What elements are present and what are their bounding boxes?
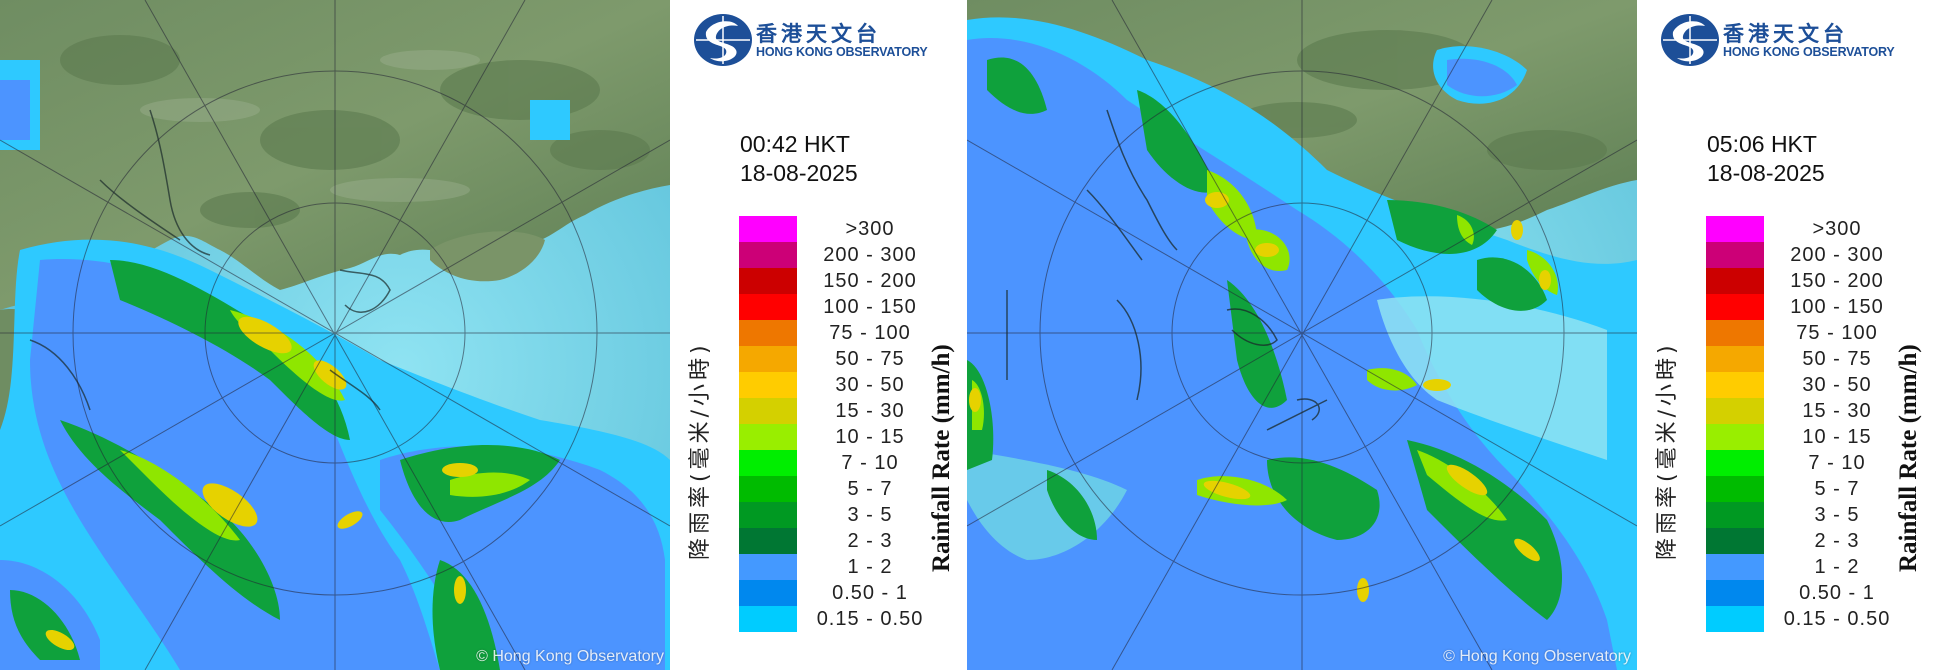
legend-swatch [1706,554,1764,580]
legend-swatch [1706,476,1764,502]
legend-title-zh: 降雨率(毫米/小時) [688,341,713,560]
date-label: 18-08-2025 [1707,160,1825,186]
legend-title-en: Rainfall Rate (mm/h) [1895,344,1922,572]
legend-swatch [1706,580,1764,606]
legend-swatch [739,606,797,632]
legend-swatch [1706,294,1764,320]
legend-swatch [1706,268,1764,294]
legend-swatch [1706,216,1764,242]
legend-swatch [739,398,797,424]
legend-label: >300 [845,218,895,240]
date-label: 18-08-2025 [740,160,858,186]
legend-label: 3 - 5 [1814,504,1860,526]
legend-swatch [739,528,797,554]
timestamp: 05:06 HKT 18-08-2025 [1707,130,1825,188]
legend-label: 15 - 30 [1802,400,1872,422]
legend-swatch [739,268,797,294]
hko-emblem-icon [694,14,752,66]
legend-label: 1 - 2 [847,556,893,578]
legend-label: 0.15 - 0.50 [1783,608,1891,630]
org-name-en: HONG KONG OBSERVATORY [756,45,928,59]
legend-label: 75 - 100 [829,322,911,344]
legend-swatch [739,424,797,450]
legend-label: 100 - 150 [823,296,917,318]
legend-swatch [739,554,797,580]
radar-map-1[interactable]: © Hong Kong Observatory [0,0,670,670]
legend-label: >300 [1812,218,1862,240]
time-label: 00:42 HKT [740,131,850,157]
legend-label: 7 - 10 [1808,452,1866,474]
legend-label: 200 - 300 [823,244,917,266]
legend-label: 10 - 15 [835,426,905,448]
legend-swatch [739,320,797,346]
org-name-en: HONG KONG OBSERVATORY [1723,45,1895,59]
legend-label: 50 - 75 [1802,348,1872,370]
copyright-text: © Hong Kong Observatory [476,648,664,665]
legend-label: 5 - 7 [847,478,893,500]
legend-panel-2: 香港天文台 HONG KONG OBSERVATORY 05:06 HKT 18… [1637,0,1933,670]
legend-label: 30 - 50 [835,374,905,396]
time-label: 05:06 HKT [1707,131,1817,157]
legend-label: 75 - 100 [1796,322,1878,344]
legend-labels: >300 200 - 300 150 - 200 100 - 150 75 - … [1767,216,1907,632]
legend-label: 1 - 2 [1814,556,1860,578]
legend-swatch [739,346,797,372]
legend-swatch [739,372,797,398]
legend-label: 5 - 7 [1814,478,1860,500]
legend-labels: >300 200 - 300 150 - 200 100 - 150 75 - … [800,216,940,632]
legend-label: 3 - 5 [847,504,893,526]
radar-image [0,0,670,670]
legend-label: 100 - 150 [1790,296,1884,318]
legend-swatch [739,216,797,242]
radar-image [967,0,1637,670]
legend-swatch [739,294,797,320]
legend-label: 7 - 10 [841,452,899,474]
color-scale-bar [739,216,797,632]
legend-swatch [1706,606,1764,632]
legend-swatch [739,450,797,476]
legend-swatch [739,242,797,268]
legend-label: 50 - 75 [835,348,905,370]
legend-swatch [1706,242,1764,268]
radar-map-2[interactable]: © Hong Kong Observatory [967,0,1637,670]
hko-logo: 香港天文台 HONG KONG OBSERVATORY [1659,12,1929,68]
legend-swatch [1706,528,1764,554]
legend-label: 0.50 - 1 [832,582,908,604]
legend-swatch [1706,502,1764,528]
legend-label: 150 - 200 [823,270,917,292]
legend-title-en: Rainfall Rate (mm/h) [928,344,955,572]
hko-emblem-icon [1661,14,1719,66]
legend-label: 0.50 - 1 [1799,582,1875,604]
legend-label: 30 - 50 [1802,374,1872,396]
legend-swatch [739,502,797,528]
org-name-zh: 香港天文台 [756,22,881,46]
legend-swatch [1706,424,1764,450]
timestamp: 00:42 HKT 18-08-2025 [740,130,858,188]
legend-title-zh: 降雨率(毫米/小時) [1655,341,1680,560]
color-scale-bar [1706,216,1764,632]
legend-swatch [739,476,797,502]
legend-swatch [1706,398,1764,424]
legend-panel-1: 香港天文台 HONG KONG OBSERVATORY 00:42 HKT 18… [670,0,967,670]
hko-logo: 香港天文台 HONG KONG OBSERVATORY [692,12,962,68]
legend-swatch [1706,346,1764,372]
legend-label: 150 - 200 [1790,270,1884,292]
legend-label: 15 - 30 [835,400,905,422]
copyright-text: © Hong Kong Observatory [1443,648,1631,665]
legend-label: 0.15 - 0.50 [816,608,924,630]
legend-label: 2 - 3 [847,530,893,552]
legend-swatch [1706,320,1764,346]
legend-label: 200 - 300 [1790,244,1884,266]
legend-swatch [1706,372,1764,398]
legend-swatch [739,580,797,606]
legend-label: 10 - 15 [1802,426,1872,448]
legend-swatch [1706,450,1764,476]
org-name-zh: 香港天文台 [1723,22,1848,46]
legend-label: 2 - 3 [1814,530,1860,552]
